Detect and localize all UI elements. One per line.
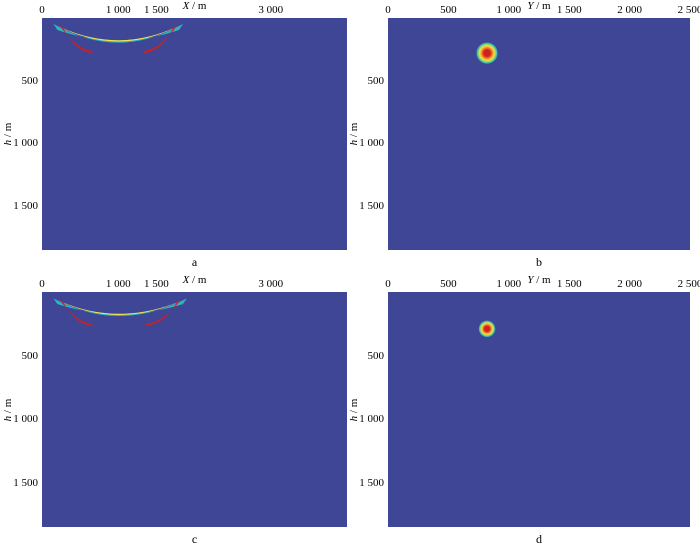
x-axis-label: Y / m	[527, 0, 551, 12]
x-axis-label: X / m	[182, 0, 207, 12]
anomaly-spot	[478, 320, 496, 338]
plot-area	[388, 18, 690, 250]
panel-label: d	[536, 532, 542, 546]
x-tick-label: 1 500	[144, 4, 169, 16]
y-tick-label: 1 500	[359, 476, 384, 489]
anomaly-peak-right	[145, 300, 181, 327]
x-tick-label: 1 500	[556, 4, 582, 16]
anomaly-peak-left	[59, 300, 93, 327]
panel-label: a	[191, 255, 198, 269]
plot-area	[388, 292, 690, 527]
y-tick-label: 1 500	[13, 200, 38, 213]
panel-label: c	[191, 532, 198, 546]
heatmap-canvas	[53, 298, 187, 327]
anomaly-peak-right	[144, 25, 178, 54]
x-tick-label: 0	[39, 278, 45, 290]
x-tick-label: 1 500	[144, 278, 169, 290]
x-tick-label: 500	[440, 4, 457, 16]
y-tick-label: 1 000	[359, 413, 384, 426]
anomaly-body	[56, 299, 184, 315]
anomaly-halo	[53, 23, 184, 43]
x-tick-label: 2 000	[617, 4, 642, 16]
y-tick-label: 500	[21, 349, 39, 362]
anomaly-halo	[53, 298, 187, 316]
panel-label: b	[536, 255, 542, 269]
x-axis-label: X / m	[182, 274, 207, 286]
heatmap-canvas	[476, 42, 498, 64]
y-tick-label: 1 500	[359, 200, 384, 213]
x-tick-label: 1 500	[556, 278, 582, 290]
x-tick-label: 1 000	[496, 278, 522, 290]
y-tick-label: 1 500	[13, 476, 38, 489]
x-axis-label: Y / m	[527, 274, 551, 286]
x-tick-label: 0	[385, 4, 391, 16]
x-tick-label: 1 000	[105, 278, 131, 290]
x-tick-label: 3 000	[258, 278, 284, 290]
plot-area	[42, 18, 347, 250]
x-tick-label: 2 500	[677, 4, 700, 16]
x-tick-label: 0	[385, 278, 391, 290]
y-tick-label: 1 000	[359, 137, 384, 150]
y-tick-label: 1 000	[13, 413, 38, 426]
x-tick-label: 2 000	[617, 278, 642, 290]
x-tick-label: 3 000	[258, 4, 284, 16]
anomaly-body	[56, 25, 181, 42]
x-tick-label: 0	[39, 4, 45, 16]
heatmap-canvas	[478, 320, 496, 338]
y-axis-label: h / m	[348, 398, 360, 421]
anomaly-spot	[476, 42, 498, 64]
x-tick-label: 1 000	[496, 4, 522, 16]
y-tick-label: 1 000	[13, 137, 38, 150]
anomaly-peak-left	[59, 25, 93, 54]
y-tick-label: 500	[21, 74, 39, 87]
x-tick-label: 2 500	[677, 278, 700, 290]
x-tick-label: 1 000	[105, 4, 131, 16]
heatmap-canvas	[53, 23, 184, 54]
plot-area	[42, 292, 347, 527]
x-tick-label: 500	[440, 278, 457, 290]
y-tick-label: 500	[367, 74, 385, 87]
y-tick-label: 500	[367, 349, 385, 362]
